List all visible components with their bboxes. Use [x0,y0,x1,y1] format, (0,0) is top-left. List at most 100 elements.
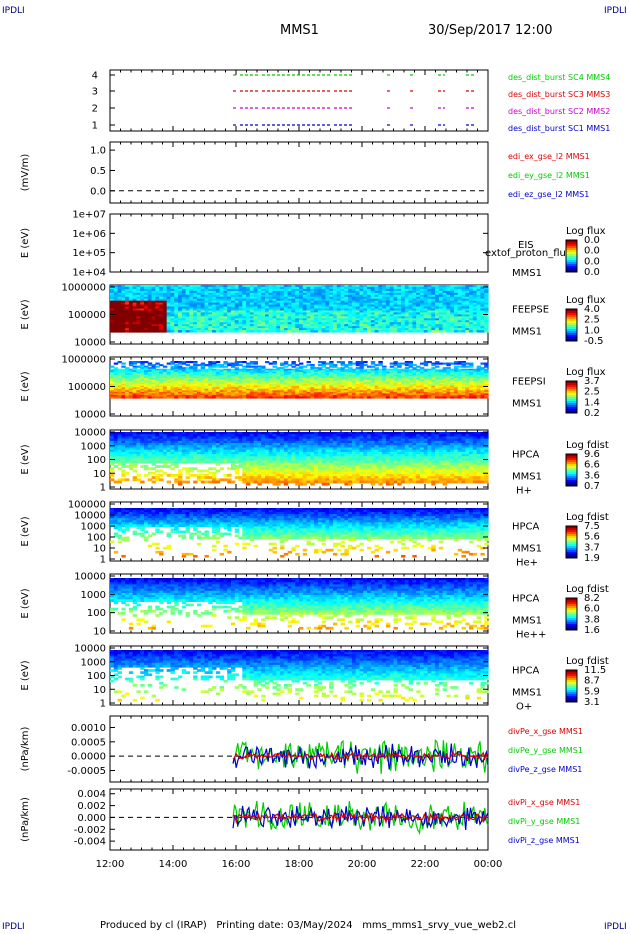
feepsi-cell [249,377,255,381]
feepsi-cell [378,362,383,365]
feepse-cell [264,290,270,294]
feepse-cell [144,322,149,325]
feepsi-cell [393,381,398,384]
feepse-cell [329,312,334,315]
feepse-cell [144,288,149,292]
feepse-cell [185,290,190,294]
feepsi-cell [442,376,448,379]
feepsi-cell [442,388,448,391]
feepsi-cell [196,373,202,376]
feepse-cell [476,322,482,325]
feepsi-cell [306,393,311,396]
feepse-cell [317,308,323,312]
feepse-cell [442,306,448,310]
feepsi-cell [212,385,217,388]
feepse-cell [189,330,194,333]
feepse-cell [147,298,153,302]
feepse-cell [310,330,315,333]
feepsi-cell [295,385,300,388]
feepse-cell [408,326,413,329]
feepse-cell [438,316,444,319]
feepsi-cell [219,385,224,388]
feepse-cell [272,308,277,312]
feepsi-cell [427,376,432,379]
feepse-cell [166,296,172,300]
feepse-cell [193,312,198,315]
feepsi-cell [117,374,122,378]
feepsi-cell [144,381,149,384]
feepsi-cell [238,385,243,388]
feepsi-cell [110,376,115,379]
feepsi-cell [397,396,402,399]
feepse-cell [253,322,259,325]
feepsi-cell [408,362,413,365]
feepse-cell [370,328,376,331]
feepse-cell [144,330,149,333]
feepsi-cell [230,385,236,388]
feepsi-cell [181,371,187,374]
feepse-cell [257,306,262,310]
feepse-cell [219,308,224,312]
feepsi-cell [121,377,126,381]
feepse-cell [246,328,251,331]
feepsi-cell [333,374,338,378]
feepse-cell [155,328,160,331]
feepse-cell [264,314,270,317]
feepse-cell [181,312,187,315]
feepse-cell [321,292,327,296]
feepse-cell [227,296,232,300]
feepse-cell [295,306,300,310]
feepsi-cell [238,371,243,374]
feepsi-cell [181,373,187,376]
feepsi-cell [370,381,376,384]
feepse-cell [128,306,134,310]
feepsi-cell [302,385,308,388]
availability-y-tick-label: 4 [92,71,98,82]
feepsi-cell [314,371,319,374]
feepse-cell [344,296,349,300]
feepsi-cell [310,376,315,379]
feepsi-cell [359,376,364,379]
feepsi-cell [306,373,311,376]
feepsi-cell [121,388,126,391]
feepsi-cell [423,387,429,390]
feepsi-cell [310,384,315,387]
feepsi-cell [465,391,470,394]
feepse-cell [408,306,413,310]
feepse-cell [193,292,198,296]
feepse-cell [219,328,224,331]
feepsi-cell [461,381,466,384]
feepse-cell [257,322,262,325]
feepse-cell [480,296,485,300]
feepse-cell [181,308,187,312]
feepse-cell [117,304,122,308]
feepse-cell [174,330,179,333]
feepse-cell [155,326,160,329]
feepsi-cell [246,387,251,390]
feepse-cell [435,290,440,294]
feepsi-cell [295,396,300,399]
feepse-cell [469,308,474,312]
feepse-cell [268,328,274,331]
feepse-cell [189,318,194,321]
feepse-cell [348,316,353,319]
feepse-cell [276,320,281,323]
feepsi-cell [306,385,311,388]
feepse-cell [223,294,228,298]
feepse-cell [408,316,413,319]
feepsi-cell [325,376,330,379]
feepse-cell [363,322,368,325]
feepsi-cell [453,361,459,364]
feepse-cell [382,300,387,304]
feepsi-cell [310,391,315,394]
feepsi-cell [348,379,353,382]
feepsi-cell [412,373,417,376]
feepse-cell [215,314,221,317]
feepse-cell [472,324,478,327]
feepsi-cell [314,376,319,379]
feepse-cell [389,304,395,308]
feepsi-cell [128,387,134,390]
feepsi-cell [234,374,240,378]
feepsi-cell [193,376,198,379]
feepse-cell [453,314,459,317]
